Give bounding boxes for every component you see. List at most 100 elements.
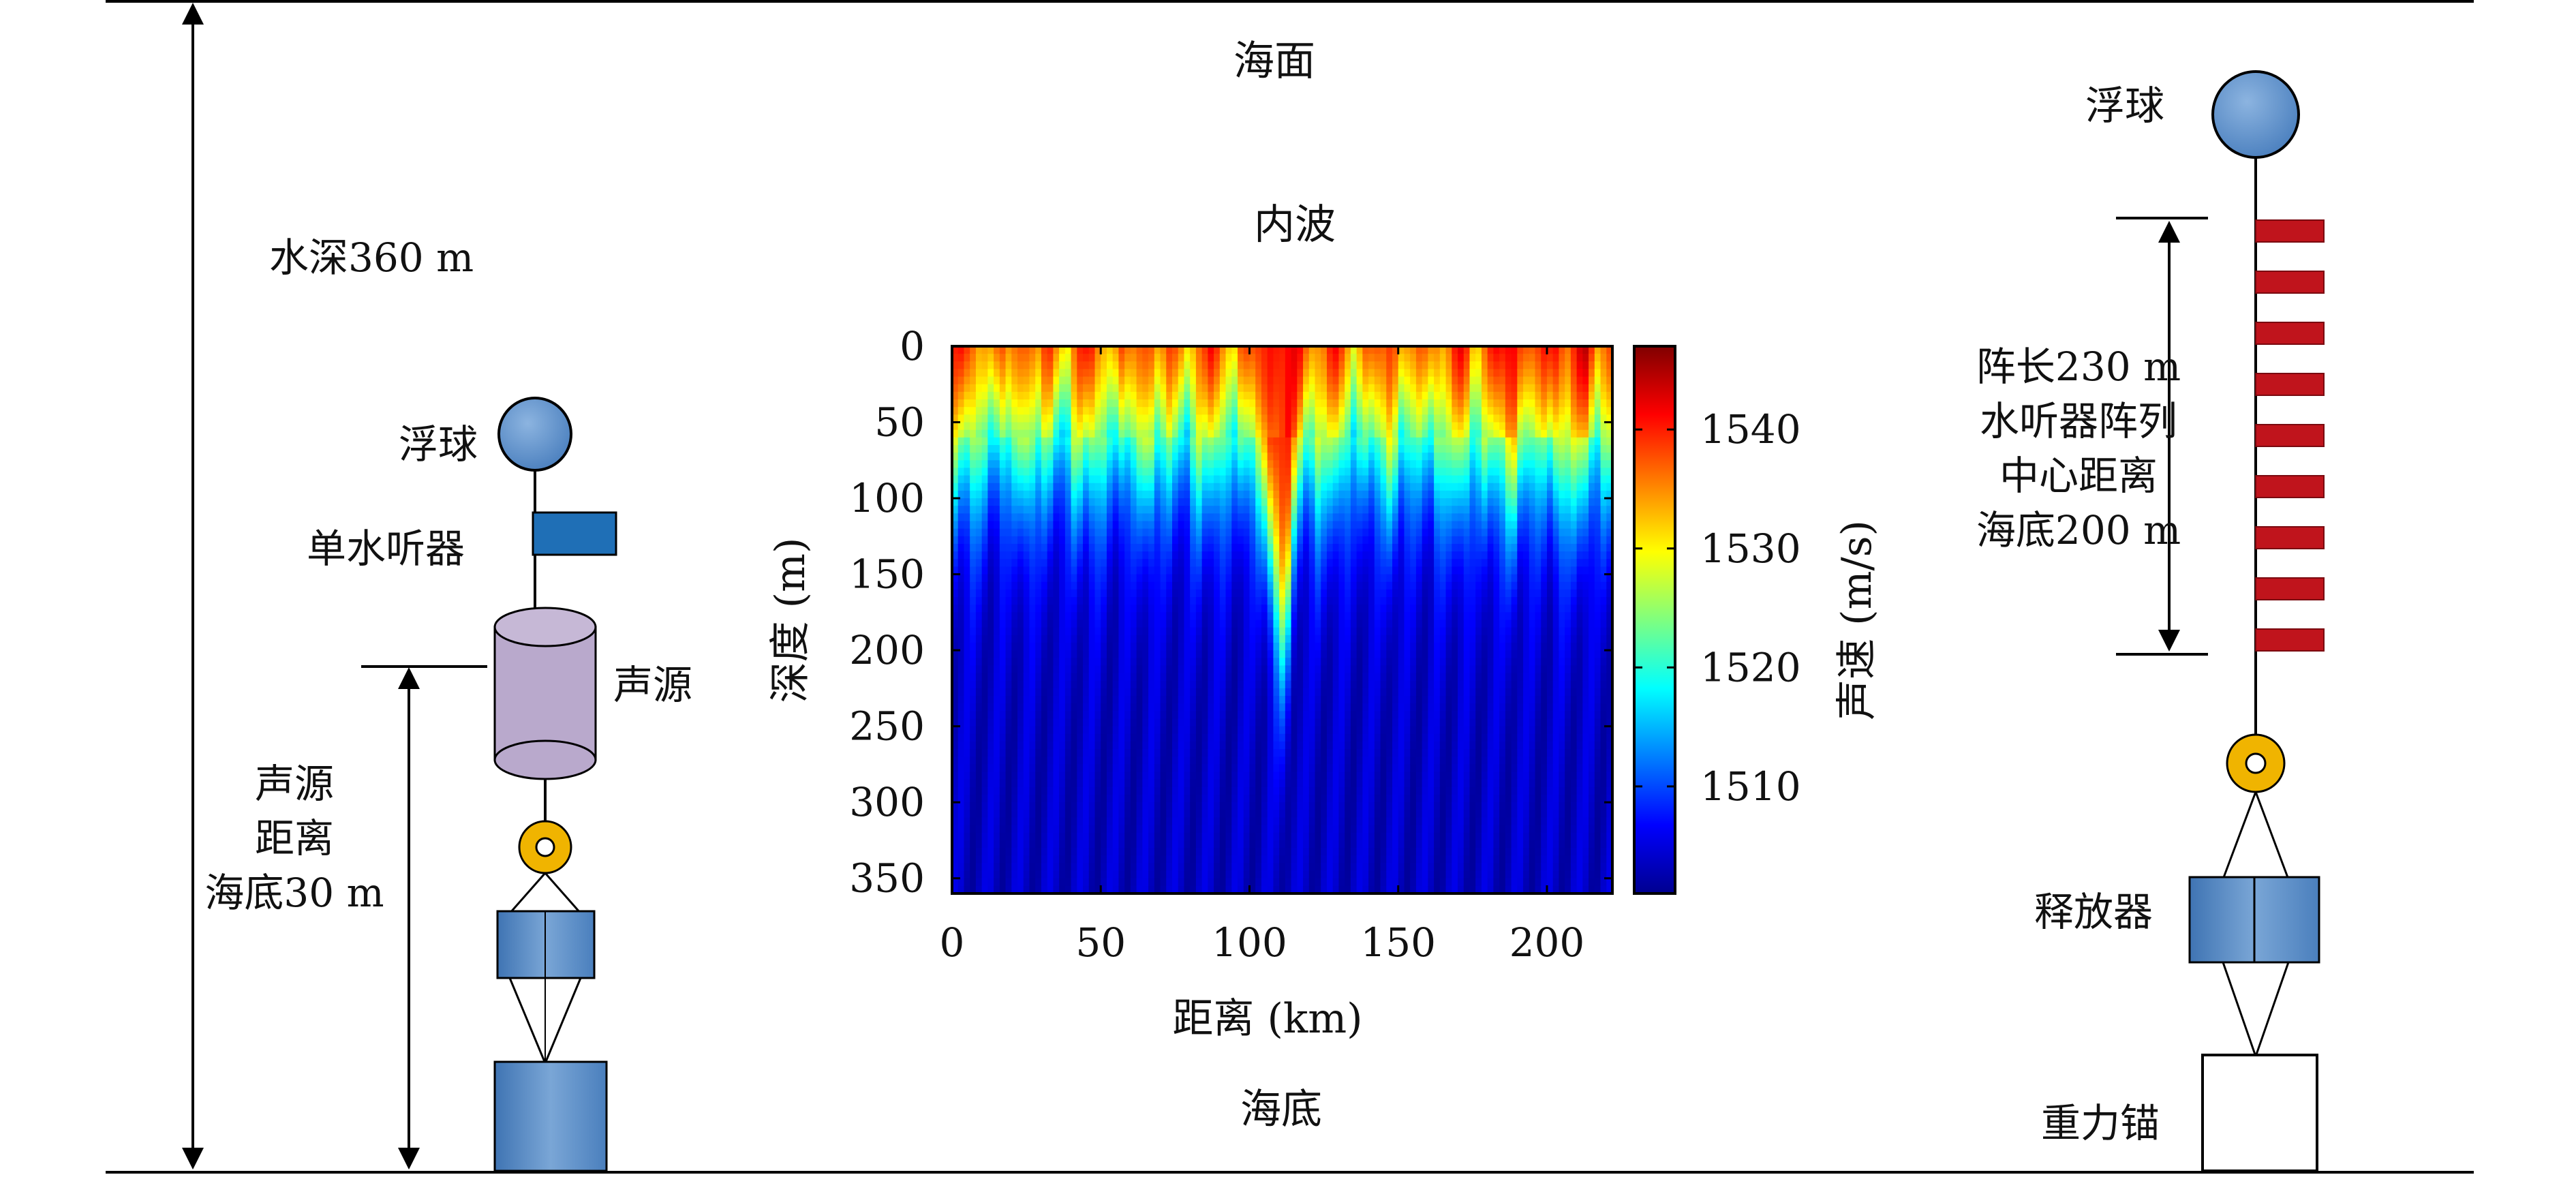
heatmap-cell <box>1035 870 1042 879</box>
heatmap-cell <box>1214 475 1221 484</box>
heatmap-cell <box>952 642 959 651</box>
heatmap-cell <box>952 840 959 849</box>
heatmap-cell <box>1094 612 1102 621</box>
heatmap-cell <box>1303 764 1310 773</box>
heatmap-cell <box>1231 528 1238 537</box>
heatmap-cell <box>1142 711 1149 720</box>
heatmap-cell <box>1023 559 1030 568</box>
heatmap-cell <box>1297 453 1304 461</box>
heatmap-cell <box>1101 422 1107 431</box>
heatmap-cell <box>1255 361 1262 370</box>
heatmap-cell <box>1184 422 1191 431</box>
heatmap-cell <box>952 627 959 636</box>
heatmap-cell <box>1332 771 1340 780</box>
heatmap-cell <box>1297 786 1304 795</box>
heatmap-cell <box>1225 566 1233 575</box>
heatmap-cell <box>981 749 989 758</box>
heatmap-cell <box>1118 711 1125 720</box>
heatmap-cell <box>1053 483 1060 491</box>
heatmap-cell <box>1326 559 1334 568</box>
heatmap-cell <box>1005 642 1013 651</box>
heatmap-cell <box>1005 779 1013 788</box>
heatmap-cell <box>952 795 959 803</box>
heatmap-cell <box>1285 483 1292 491</box>
heatmap-cell <box>1273 483 1280 491</box>
heatmap-cell <box>964 597 970 605</box>
heatmap-cell <box>1178 429 1185 438</box>
heatmap-cell <box>1184 399 1191 408</box>
heatmap-cell <box>1279 825 1286 834</box>
heatmap-cell <box>1201 870 1209 879</box>
heatmap-cell <box>1011 475 1018 484</box>
heatmap-cell <box>1035 665 1042 674</box>
heatmap-cell <box>1077 810 1084 819</box>
heatmap-cell <box>1047 680 1054 689</box>
heatmap-cell <box>970 627 977 636</box>
heatmap-cell <box>1083 627 1090 636</box>
heatmap-cell <box>1053 581 1060 590</box>
heatmap-cell <box>1071 779 1078 788</box>
heatmap-cell <box>1118 407 1125 416</box>
heatmap-cell <box>1291 832 1298 841</box>
heatmap-cell <box>1297 665 1304 674</box>
heatmap-cell <box>970 444 977 453</box>
heatmap-cell <box>1208 870 1214 879</box>
heatmap-cell <box>1011 483 1018 491</box>
heatmap-cell <box>994 711 1000 720</box>
heatmap-cell <box>1297 483 1304 491</box>
heatmap-cell <box>1166 718 1173 727</box>
heatmap-cell <box>1238 597 1244 605</box>
heatmap-cell <box>1273 551 1280 560</box>
heatmap-cell <box>1178 559 1185 568</box>
heatmap-cell <box>1238 475 1244 484</box>
heatmap-cell <box>1154 620 1161 628</box>
heatmap-cell <box>1267 399 1274 408</box>
heatmap-cell <box>964 627 970 636</box>
heatmap-cell <box>1326 574 1334 583</box>
heatmap-cell <box>1101 696 1107 704</box>
heatmap-cell <box>1011 536 1018 545</box>
heatmap-cell <box>1047 673 1054 682</box>
heatmap-cell <box>975 475 983 484</box>
heatmap-cell <box>1297 490 1304 499</box>
heatmap-cell <box>957 680 965 689</box>
heatmap-cell <box>1154 665 1161 674</box>
heatmap-cell <box>1142 391 1149 400</box>
heatmap-cell <box>1005 391 1013 400</box>
heatmap-cell <box>1238 369 1244 378</box>
heatmap-cell <box>964 422 970 431</box>
heatmap-cell <box>970 779 977 788</box>
heatmap-cell <box>1195 513 1203 522</box>
heatmap-cell <box>1053 635 1060 643</box>
heatmap-cell <box>1172 802 1179 811</box>
heatmap-cell <box>987 840 994 849</box>
heatmap-cell <box>1279 566 1286 575</box>
heatmap-cell <box>1315 581 1322 590</box>
heatmap-cell <box>952 543 959 552</box>
heatmap-cell <box>1101 779 1107 788</box>
heatmap-cell <box>1023 407 1030 416</box>
heatmap-cell <box>1238 855 1244 864</box>
heatmap-cell <box>1356 437 1364 446</box>
heatmap-cell <box>1112 756 1120 765</box>
heatmap-cell <box>1231 521 1238 530</box>
heatmap-cell <box>1208 703 1214 712</box>
heatmap-cell <box>1201 468 1209 476</box>
heatmap-cell <box>1338 597 1345 605</box>
heatmap-cell <box>1190 528 1197 537</box>
heatmap-cell <box>1238 543 1244 552</box>
heatmap-cell <box>1130 870 1137 879</box>
heatmap-cell <box>975 483 983 491</box>
heatmap-cell <box>1190 581 1197 590</box>
heatmap-cell <box>1094 764 1102 773</box>
heatmap-cell <box>964 825 970 834</box>
heatmap-cell <box>1064 407 1072 416</box>
heatmap-cell <box>1255 453 1262 461</box>
heatmap-cell <box>1225 521 1233 530</box>
heatmap-cell <box>1041 399 1048 408</box>
heatmap-cell <box>1118 444 1125 453</box>
heatmap-cell <box>1326 536 1334 545</box>
heatmap-cell <box>1136 490 1144 499</box>
heatmap-cell <box>1023 688 1030 697</box>
heatmap-cell <box>1255 870 1262 879</box>
